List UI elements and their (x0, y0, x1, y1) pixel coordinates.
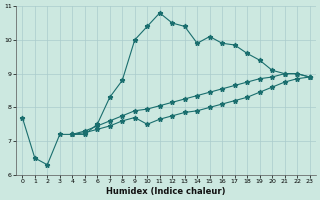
X-axis label: Humidex (Indice chaleur): Humidex (Indice chaleur) (106, 187, 226, 196)
